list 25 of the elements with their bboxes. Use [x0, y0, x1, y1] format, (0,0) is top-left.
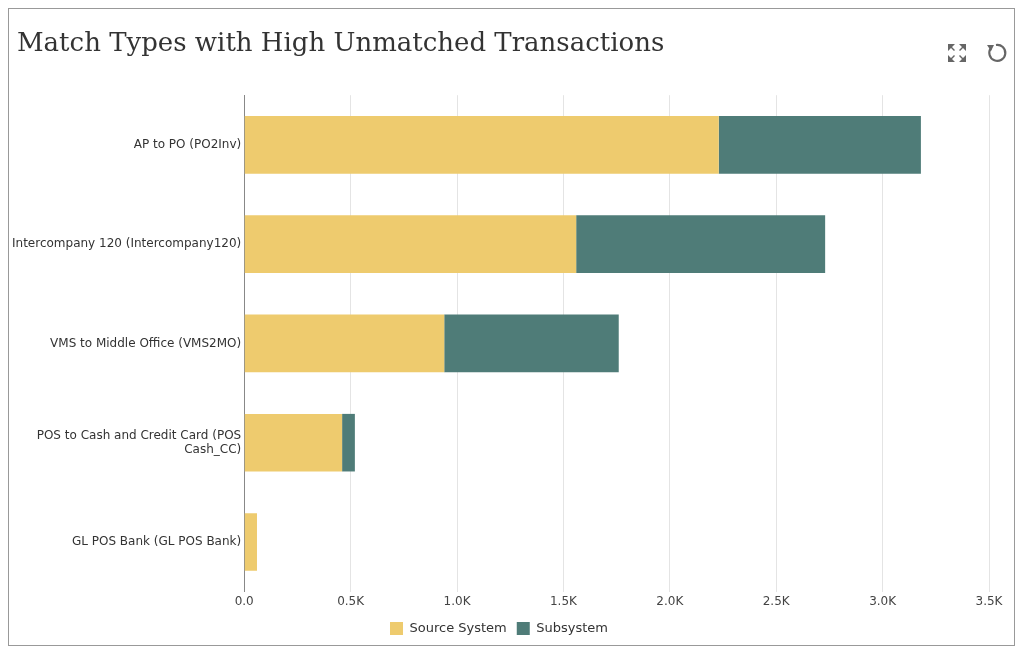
- x-tick-label: 1.0K: [443, 593, 472, 608]
- legend-label: Subsystem: [536, 619, 609, 635]
- x-tick-label: 0.0: [234, 593, 254, 608]
- bar: [244, 513, 257, 571]
- x-tick-label: 2.0K: [656, 593, 685, 608]
- chart-title: Match Types with High Unmatched Transactions: [17, 27, 665, 57]
- y-tick-label: VMS to Middle Office (VMS2MO): [50, 335, 242, 350]
- y-tick-label: POS to Cash and Credit Card (POS Cash_CC): [36, 427, 242, 457]
- bar: [244, 314, 445, 373]
- x-tick-label: 1.5K: [549, 593, 579, 608]
- y-tick-label: Intercompany 120 (Intercompany120): [12, 236, 242, 251]
- x-tick-label: 2.5K: [762, 593, 791, 608]
- bar: [244, 116, 719, 174]
- bar: [576, 215, 826, 273]
- bar: [244, 413, 343, 472]
- bar: [244, 215, 577, 273]
- bar: [444, 314, 619, 373]
- x-tick-label: 3.0K: [869, 593, 898, 608]
- y-tick-label: AP to PO (PO2Inv): [133, 136, 242, 151]
- x-tick-label: 0.5K: [337, 593, 366, 608]
- bar: [718, 116, 921, 174]
- y-tick-label: GL POS Bank (GL POS Bank): [71, 534, 242, 549]
- bar: [342, 413, 355, 472]
- x-tick-label: 3.5K: [975, 593, 1004, 608]
- legend-label: Source System: [409, 619, 507, 635]
